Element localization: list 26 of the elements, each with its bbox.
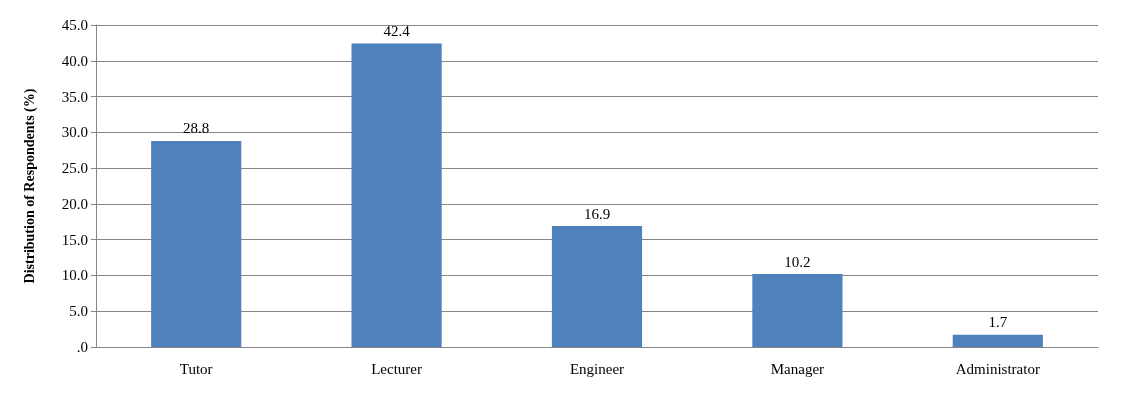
bar [151,140,242,347]
y-tick-label: 20.0 [61,195,88,212]
y-tick-label: 15.0 [61,231,88,248]
data-label: 16.9 [583,205,611,222]
bar [952,334,1043,347]
y-tick-label: 40.0 [61,52,88,69]
bar [752,274,843,347]
y-tick-label: .0 [76,339,88,355]
y-tick-label: 10.0 [61,267,88,284]
x-tick-label: Engineer [569,360,625,377]
y-tick-label: 30.0 [61,124,88,141]
x-tick-label: Administrator [955,360,1040,377]
bar [551,226,643,347]
x-tick-label: Lecturer [371,360,422,377]
y-tick-label: 25.0 [61,160,88,177]
data-label: 10.2 [784,253,811,270]
data-label: 1.7 [988,314,1008,331]
y-tick-label: 35.0 [61,88,88,105]
y-tick-label: 45.0 [61,17,88,33]
x-tick-label: Manager [770,360,825,377]
x-tick-label: Tutor [179,360,213,377]
y-axis-title: Distribution of Respondents (%) [21,88,38,284]
bar [351,43,442,347]
data-label: 28.8 [183,120,210,137]
y-tick-label: 5.0 [69,303,88,320]
data-label: 42.4 [383,23,411,40]
